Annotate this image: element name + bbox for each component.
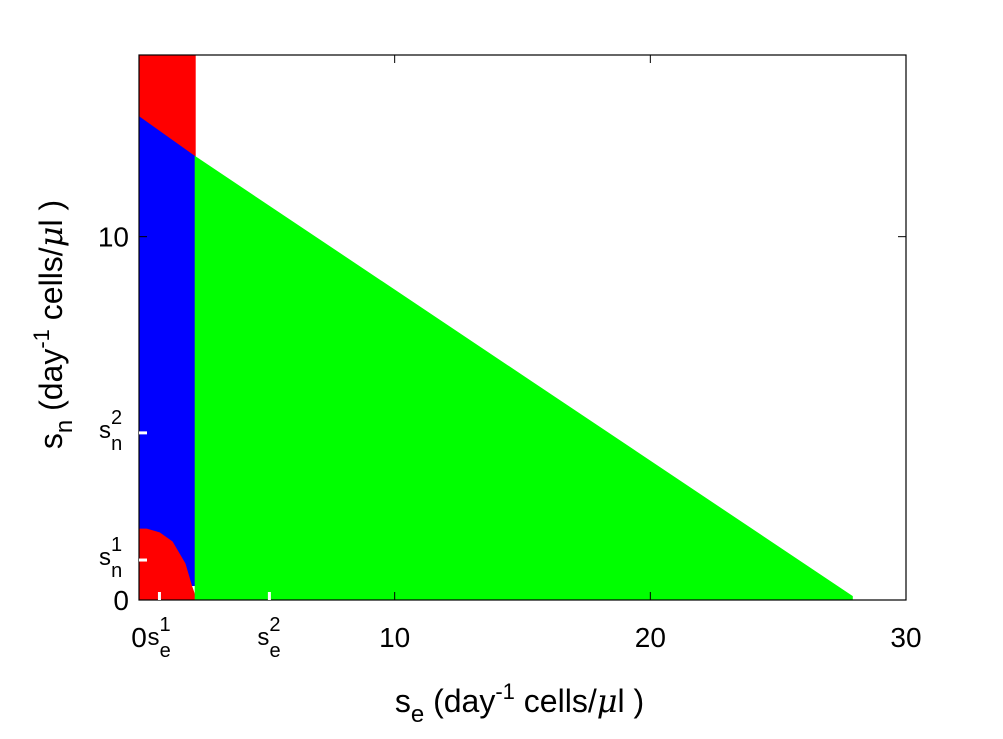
axes-box [138, 54, 907, 601]
region-2 [138, 115, 196, 586]
y-tick-label: 10 [98, 222, 129, 253]
ticks-layer [138, 55, 907, 601]
region-4 [194, 155, 853, 601]
y-axis-label: sn (day-1 cells/μl ) [29, 200, 78, 449]
y-tick-label: 0 [113, 585, 129, 616]
x-tick-label: 20 [635, 622, 666, 653]
x-axis-label: se (day-1 cells/μl ) [395, 679, 644, 728]
y-special-tick-label: s2 n [99, 407, 122, 455]
x-special-tick-label: s1 e [147, 614, 170, 662]
x-tick-label: 10 [379, 622, 410, 653]
regions-layer [138, 54, 853, 601]
y-special-tick-label: s1 n [99, 534, 122, 582]
labels-layer: 0 10 20 30 0 10 s1 e s2 e s1 n s2 n se (day-1 cells/μl… [29, 200, 922, 728]
x-special-tick-label: s2 e [257, 614, 280, 662]
x-tick-label: 30 [890, 622, 921, 653]
x-tick-label: 0 [131, 622, 147, 653]
